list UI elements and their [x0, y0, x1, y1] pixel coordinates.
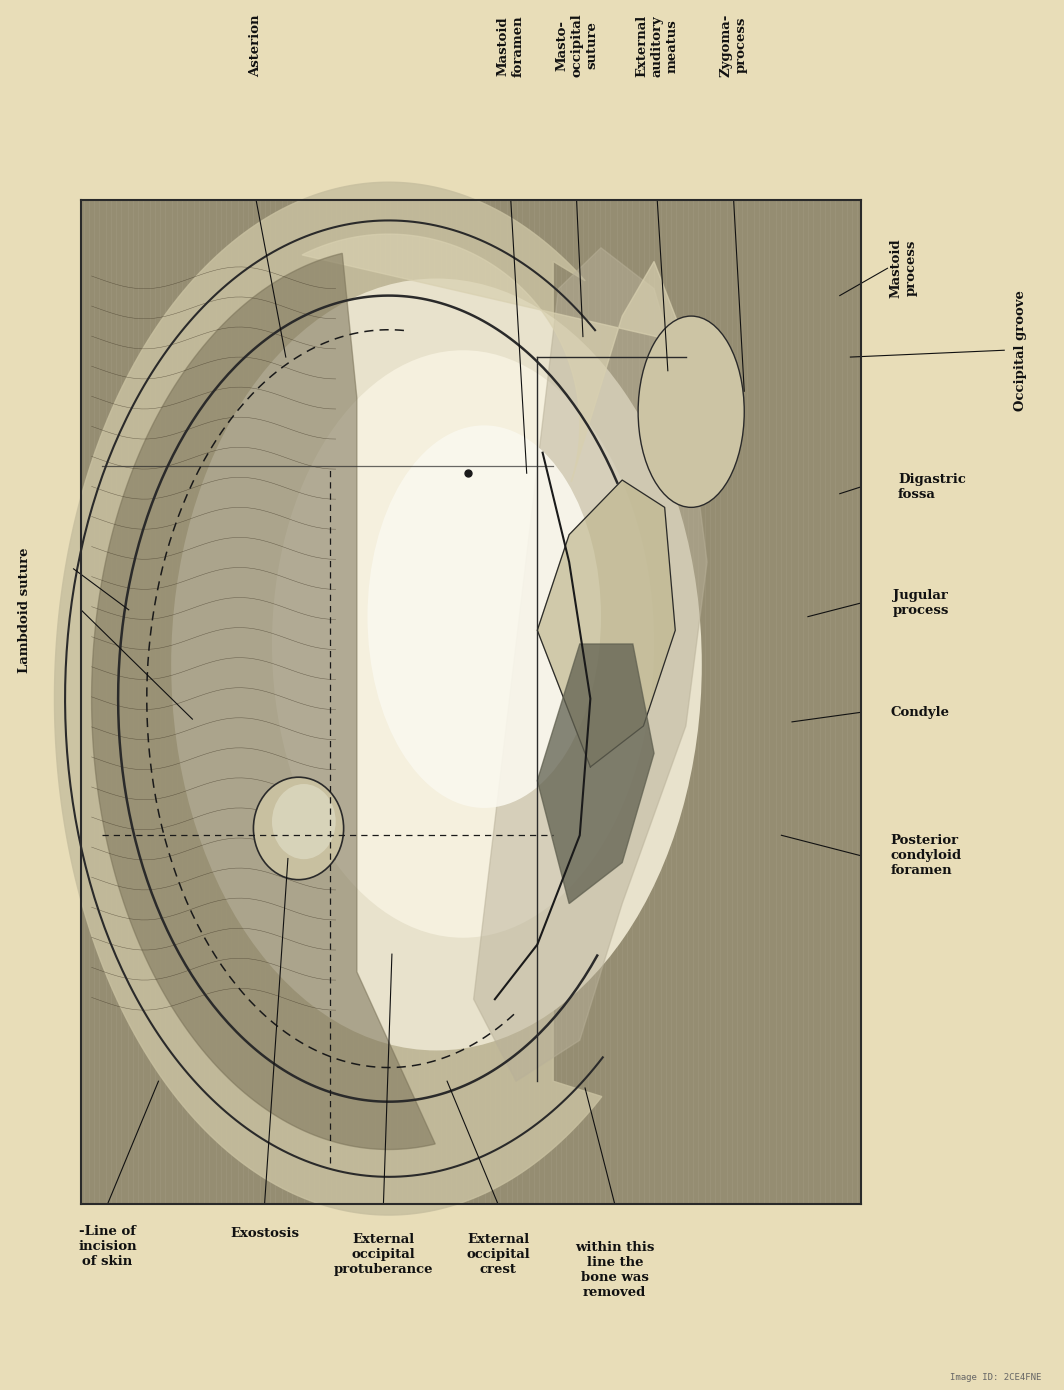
Text: Exostosis: Exostosis — [230, 1227, 299, 1240]
Polygon shape — [302, 234, 686, 482]
Text: Posterior
condyloid
foramen: Posterior condyloid foramen — [891, 834, 962, 877]
Ellipse shape — [253, 777, 344, 880]
Ellipse shape — [272, 784, 335, 859]
Ellipse shape — [367, 425, 601, 808]
Ellipse shape — [638, 316, 744, 507]
Text: Digastric
fossa: Digastric fossa — [898, 473, 966, 500]
Text: Jugular
process: Jugular process — [893, 589, 949, 617]
Text: Mastoid
foramen: Mastoid foramen — [497, 15, 525, 76]
Text: External
occipital
protuberance: External occipital protuberance — [334, 1233, 433, 1276]
Polygon shape — [537, 644, 654, 904]
Polygon shape — [473, 247, 708, 1081]
Text: -Line of
incision
of skin: -Line of incision of skin — [78, 1225, 137, 1268]
Polygon shape — [54, 182, 602, 1215]
Text: Mastoid
process: Mastoid process — [890, 239, 917, 297]
Text: Masto-
occipital
suture: Masto- occipital suture — [555, 14, 598, 76]
Polygon shape — [92, 253, 435, 1150]
Ellipse shape — [272, 350, 654, 938]
Text: External
auditory
meatus: External auditory meatus — [635, 15, 679, 76]
Text: Occipital groove: Occipital groove — [1014, 289, 1027, 410]
Text: Zygoma-
process: Zygoma- process — [719, 14, 748, 76]
Text: within this
line the
bone was
removed: within this line the bone was removed — [575, 1241, 654, 1300]
Text: External
occipital
crest: External occipital crest — [466, 1233, 530, 1276]
Ellipse shape — [171, 278, 702, 1051]
Text: Condyle: Condyle — [891, 706, 950, 719]
Bar — [81, 200, 861, 1204]
Text: Lambdoid suture: Lambdoid suture — [18, 548, 31, 673]
Text: Asterion: Asterion — [250, 14, 263, 76]
Polygon shape — [537, 480, 676, 767]
Text: Image ID: 2CE4FNE: Image ID: 2CE4FNE — [950, 1373, 1042, 1382]
